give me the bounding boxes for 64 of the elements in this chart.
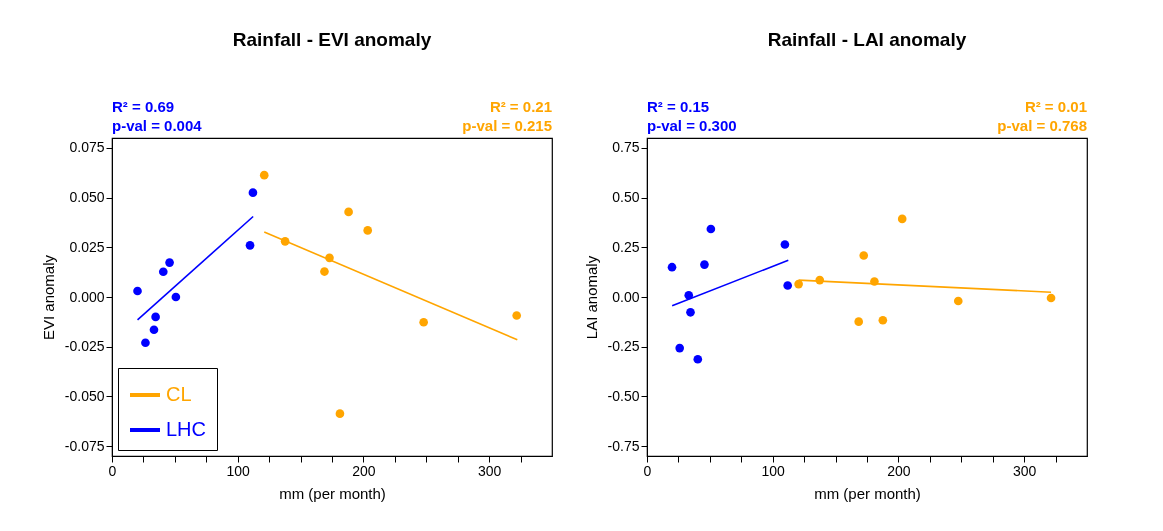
point <box>780 240 790 249</box>
point <box>700 260 709 269</box>
text: R² = 0.21 p-val = 0.215 <box>462 98 552 134</box>
x-tick-label: 300 <box>1012 462 1037 479</box>
point <box>783 281 792 290</box>
legend-label: LHC <box>166 418 207 440</box>
y-tick-label: 0.050 <box>69 189 105 206</box>
point <box>675 343 685 353</box>
point <box>335 409 345 418</box>
y-axis-title: EVI anomaly <box>39 254 57 341</box>
point <box>686 307 695 317</box>
x-tick-label: 0 <box>108 462 117 479</box>
text: R² = 0.69 p-val = 0.004 <box>112 98 203 134</box>
legend-label: CL <box>166 383 192 405</box>
y-tick-label: 0.50 <box>612 189 640 206</box>
point <box>854 317 864 326</box>
y-tick-label: 0.025 <box>69 238 105 255</box>
point <box>693 354 703 364</box>
point <box>259 170 269 180</box>
x-tick-label: 200 <box>352 462 376 479</box>
point <box>344 207 353 217</box>
x-tick-label: 100 <box>761 462 786 479</box>
point <box>897 214 907 224</box>
point <box>512 311 521 320</box>
text: R² = 0.01 p-val = 0.768 <box>997 98 1087 134</box>
x-axis-title: mm (per month) <box>279 484 386 502</box>
point <box>171 292 181 302</box>
point <box>245 241 255 250</box>
y-tick-label: -0.25 <box>607 338 640 355</box>
point <box>248 188 258 197</box>
point <box>706 224 716 234</box>
point <box>320 267 329 276</box>
x-tick-label: 300 <box>477 462 502 479</box>
point <box>158 267 168 277</box>
y-tick-label: -0.075 <box>64 437 105 454</box>
text: R² = 0.15 p-val = 0.300 <box>647 98 737 134</box>
x-tick-label: 0 <box>643 462 652 479</box>
y-tick-label: 0.075 <box>69 139 105 156</box>
x-tick-label: 100 <box>226 462 251 479</box>
x-tick-label: 200 <box>887 462 911 479</box>
point <box>419 317 428 327</box>
y-tick-label: -0.025 <box>64 338 105 355</box>
point <box>794 279 803 289</box>
y-tick-label: 0.25 <box>612 238 640 255</box>
x-axis-title: mm (per month) <box>814 484 921 502</box>
point <box>149 325 159 335</box>
point <box>363 226 373 235</box>
y-tick-label: -0.050 <box>64 387 105 404</box>
point <box>878 315 888 325</box>
y-tick-label: -0.50 <box>607 387 640 404</box>
y-tick-label: 0.000 <box>69 288 105 305</box>
y-tick-label: -0.75 <box>607 437 640 454</box>
point <box>667 262 677 272</box>
point <box>133 286 142 296</box>
point <box>141 338 150 348</box>
point <box>859 251 869 260</box>
chart-title: Rainfall - EVI anomaly <box>232 29 432 50</box>
point <box>953 296 963 306</box>
y-tick-label: 0.75 <box>612 139 640 156</box>
chart-title: Rainfall - LAI anomaly <box>767 29 967 50</box>
point <box>151 312 160 322</box>
y-tick-label: 0.00 <box>612 288 640 305</box>
point <box>165 258 174 267</box>
y-axis-title: LAI anomaly <box>582 255 600 340</box>
